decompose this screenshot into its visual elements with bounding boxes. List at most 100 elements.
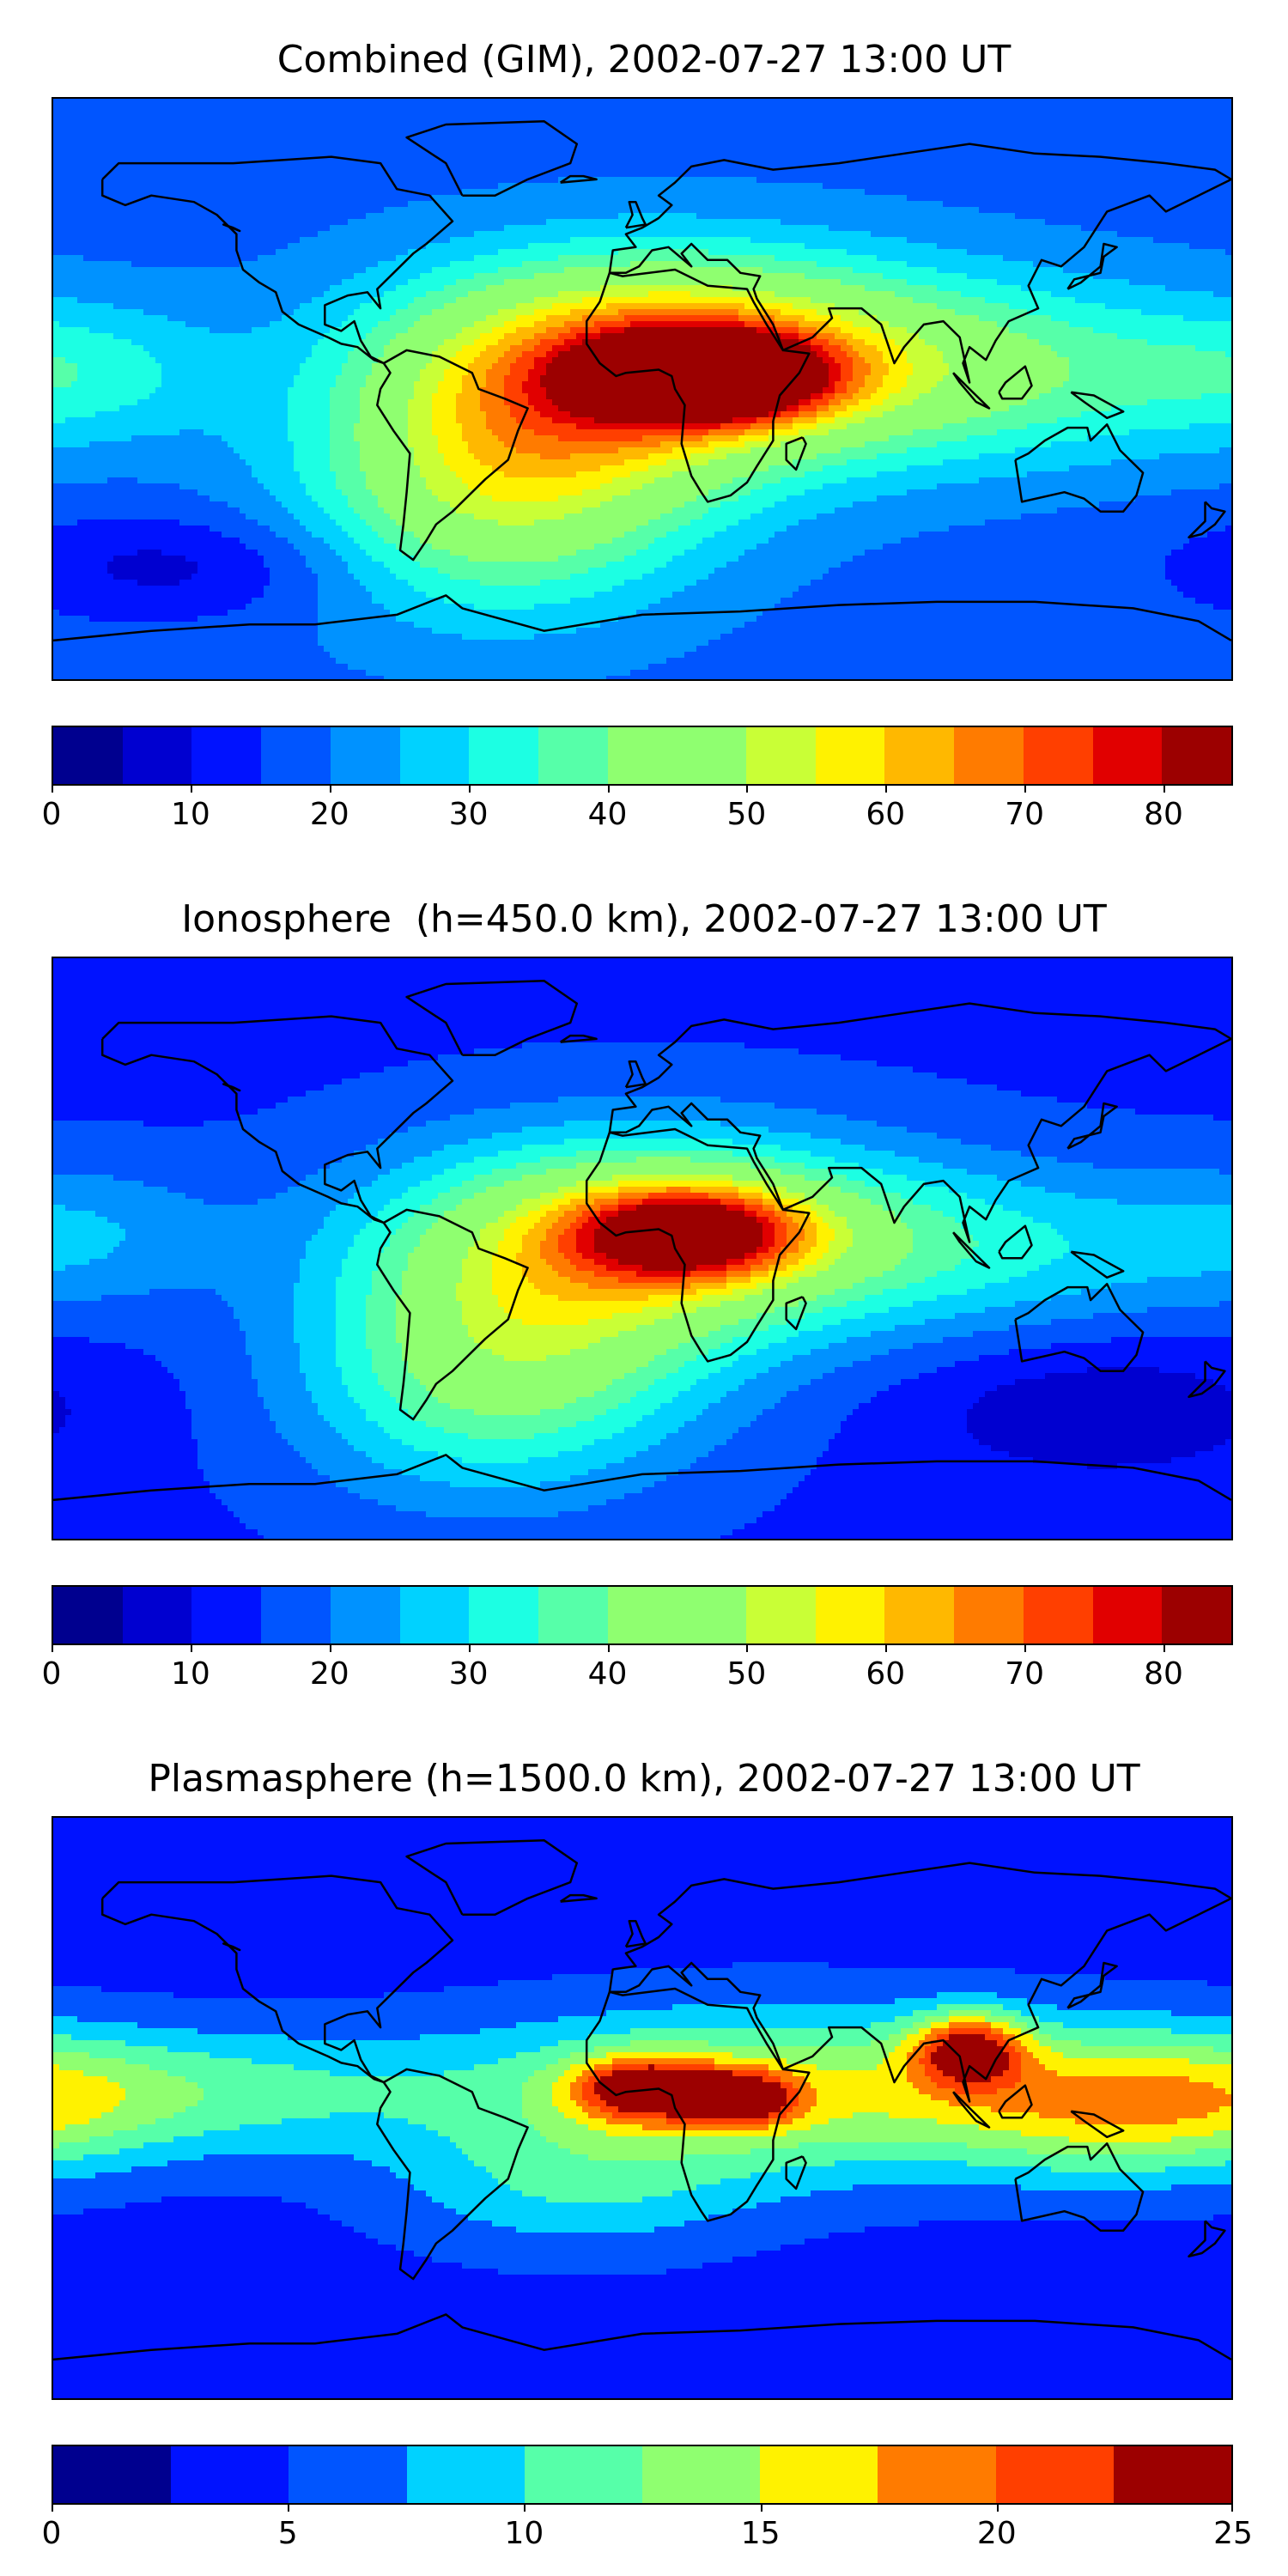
tick-mark [746, 784, 749, 793]
coastline [1066, 1961, 1118, 2009]
colorbar-segment [954, 1587, 1024, 1643]
coastline [998, 1224, 1033, 1260]
colorbar-segment [642, 2446, 761, 2503]
colorbar [52, 2445, 1233, 2505]
coastline [222, 223, 241, 233]
coastline [608, 1862, 1231, 2103]
colorbar-segment [53, 1587, 123, 1643]
tec-field-svg [53, 958, 1231, 1539]
colorbar-ticks: 0 10 20 30 40 50 60 70 80 [42, 1643, 1233, 1695]
colorbar-segment [1162, 1587, 1231, 1643]
tec-map [52, 1816, 1233, 2400]
colorbar-segment [406, 2446, 525, 2503]
colorbar-segment [289, 2446, 407, 2503]
tick-label: 70 [1005, 1656, 1044, 1693]
tick-label: 60 [866, 796, 905, 834]
tick-mark [746, 1643, 749, 1652]
coastline [560, 1034, 598, 1043]
tick-label: 0 [42, 1656, 62, 1693]
colorbar-segment [538, 1587, 608, 1643]
tick-mark [190, 784, 192, 793]
colorbar-segment [261, 1587, 331, 1643]
tick-label: 80 [1144, 796, 1183, 834]
colorbar-segment [122, 727, 192, 784]
tick-mark [996, 2503, 999, 2512]
coastline [1188, 1360, 1226, 1399]
tick-mark [52, 2503, 53, 2512]
colorbar-segment [815, 727, 885, 784]
tick-mark [288, 2503, 290, 2512]
coastline [1188, 501, 1226, 539]
coastlines [53, 1839, 1231, 2361]
tec-map [52, 957, 1233, 1540]
coastline [53, 2313, 1231, 2361]
tick-mark [52, 1643, 53, 1652]
tick-mark [1163, 784, 1166, 793]
colorbar-segment [524, 2446, 643, 2503]
colorbar-segment [1092, 727, 1163, 784]
tec-field-svg [53, 1818, 1231, 2398]
coastline [624, 1060, 647, 1089]
colorbar-segment [330, 727, 400, 784]
colorbar-segment [538, 727, 608, 784]
tec-field-svg [53, 99, 1231, 679]
tec-map [52, 97, 1233, 681]
coastline [1066, 1102, 1118, 1150]
coastline [405, 1839, 579, 1916]
panel-title: Plasmasphere (h=1500.0 km), 2002-07-27 1… [0, 1757, 1288, 1801]
coastline [405, 980, 579, 1056]
colorbar [52, 1585, 1233, 1645]
coastline [785, 436, 807, 471]
tick-label: 10 [171, 796, 210, 834]
coastline [785, 2155, 807, 2190]
coastline [998, 365, 1033, 400]
tick-mark [1163, 1643, 1166, 1652]
coastline [100, 1015, 454, 1224]
tick-label: 40 [588, 796, 628, 834]
panel-title: Combined (GIM), 2002-07-27 13:00 UT [0, 38, 1288, 82]
coastline [1066, 242, 1118, 290]
coastline [376, 2068, 529, 2281]
colorbar-segment [399, 1587, 470, 1643]
colorbar-segment [469, 727, 538, 784]
colorbar-segment [399, 727, 470, 784]
coastline [1014, 2142, 1145, 2232]
colorbar [52, 726, 1233, 786]
coastline [100, 1874, 454, 2084]
colorbar-segment [746, 1587, 816, 1643]
tick-mark [329, 784, 331, 793]
colorbar-segment [607, 727, 677, 784]
tick-label: 40 [588, 1656, 628, 1693]
colorbar-segment [261, 727, 331, 784]
coastline [376, 1208, 529, 1421]
coastline [608, 143, 1231, 384]
colorbar-segment [122, 1587, 192, 1643]
colorbar-segment [1023, 1587, 1093, 1643]
coastline [405, 120, 579, 197]
tick-mark [1024, 784, 1027, 793]
coastline [624, 1919, 647, 1948]
panel-title: Ionosphere (h=450.0 km), 2002-07-27 13:0… [0, 897, 1288, 942]
tick-label: 5 [278, 2515, 298, 2553]
coastline [1070, 391, 1125, 420]
tick-label: 70 [1005, 796, 1044, 834]
tick-label: 25 [1213, 2515, 1253, 2553]
colorbar-segment [677, 1587, 747, 1643]
coastline [560, 1893, 598, 1903]
colorbar-ticks: 0 10 20 30 40 50 60 70 80 [42, 784, 1233, 835]
colorbar-segment [995, 2446, 1114, 2503]
colorbar-segment [171, 2446, 289, 2503]
colorbar-segment [469, 1587, 538, 1643]
tick-label: 60 [866, 1656, 905, 1693]
coastline [53, 1454, 1231, 1502]
tick-mark [760, 2503, 762, 2512]
colorbar-segment [607, 1587, 677, 1643]
tick-mark [885, 784, 888, 793]
tick-label: 20 [977, 2515, 1017, 2553]
coastline [100, 155, 454, 365]
colorbar-ticks: 0 5 10 15 20 25 [42, 2503, 1253, 2555]
colorbar-segment [1092, 1587, 1163, 1643]
coastline [1070, 1250, 1125, 1279]
colorbar-segment [191, 1587, 262, 1643]
tick-mark [190, 1643, 192, 1652]
